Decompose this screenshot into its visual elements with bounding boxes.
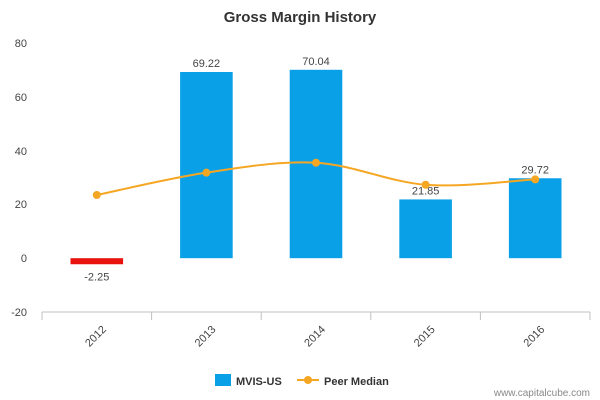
bar-2016[interactable]	[508, 178, 562, 259]
legend-label: Peer Median	[324, 376, 389, 388]
bar-2012[interactable]	[70, 258, 124, 265]
bar-data-labels: -2.25 69.22 70.04 21.85 29.72	[84, 56, 549, 283]
y-tick-label: 20	[15, 199, 27, 211]
bar-data-label: 21.85	[412, 185, 440, 197]
x-tick-labels: 2012 2013 2014 2015 2016	[83, 324, 547, 350]
x-tick-label: 2012	[83, 324, 109, 350]
y-tick-label: 40	[15, 146, 27, 158]
legend-marker	[304, 376, 312, 384]
bar-data-label: -2.25	[84, 271, 109, 283]
legend-item-mvis[interactable]: MVIS-US	[215, 374, 282, 388]
peer-median-point[interactable]	[421, 180, 430, 189]
bar-data-label: 69.22	[193, 58, 221, 70]
chart-title: Gross Margin History	[224, 9, 377, 26]
x-tick-label: 2013	[193, 324, 219, 350]
peer-median-point[interactable]	[92, 190, 101, 199]
y-tick-label: -20	[11, 307, 27, 319]
legend-label: MVIS-US	[236, 376, 282, 388]
bar-data-label: 70.04	[302, 56, 330, 68]
x-tick-label: 2015	[412, 324, 438, 350]
x-tick-marks	[41, 312, 591, 320]
bar-2015[interactable]	[399, 199, 452, 259]
peer-median-point[interactable]	[312, 158, 320, 167]
y-axis: 80 60 40 20 0 -20	[11, 38, 27, 319]
peer-median-point[interactable]	[531, 175, 540, 184]
bar-data-label: 29.72	[521, 164, 549, 176]
line-series	[92, 158, 540, 199]
y-tick-label: 0	[21, 253, 27, 265]
credit-text[interactable]: www.capitalcube.com	[493, 388, 590, 399]
legend-swatch	[215, 374, 231, 386]
bar-2013[interactable]	[180, 71, 233, 259]
y-tick-label: 80	[15, 38, 27, 50]
y-tick-label: 60	[15, 92, 27, 104]
peer-median-point[interactable]	[202, 168, 211, 177]
bar-series	[70, 69, 562, 265]
x-tick-label: 2014	[302, 324, 328, 350]
legend-item-peer-median[interactable]: Peer Median	[297, 376, 389, 388]
x-tick-label: 2016	[522, 324, 548, 350]
legend: MVIS-US Peer Median	[215, 374, 389, 388]
